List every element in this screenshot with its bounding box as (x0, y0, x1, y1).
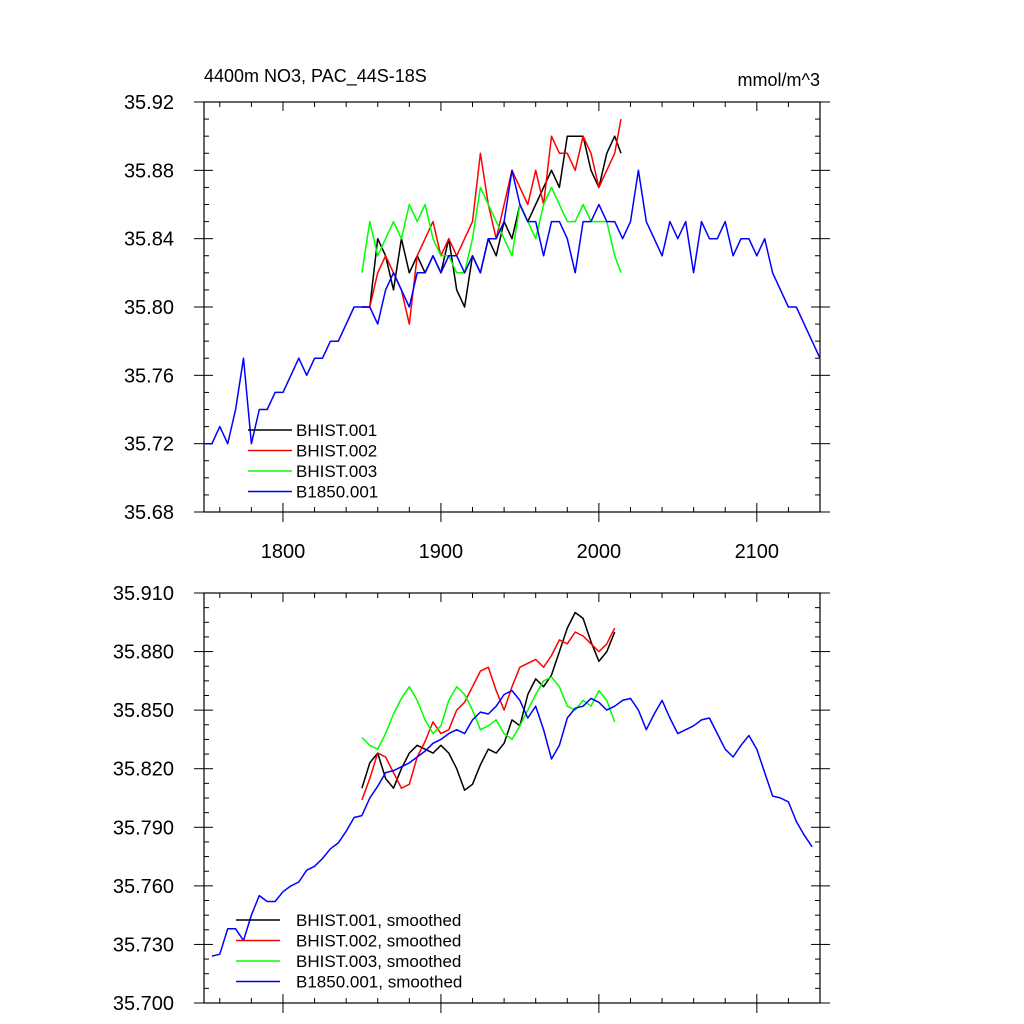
legend-label: B1850.001 (296, 483, 378, 502)
series-line-bhist-002-smoothed (361, 627, 616, 801)
series-line-b1850-001-smoothed (211, 689, 813, 957)
legend-label: BHIST.003, smoothed (296, 952, 461, 971)
series-line-bhist-001 (361, 135, 622, 308)
y-tick-label: 35.820 (113, 759, 174, 781)
legend-label: BHIST.002 (296, 442, 377, 461)
legend-label: BHIST.001, smoothed (296, 911, 461, 930)
y-tick-label: 35.850 (113, 700, 174, 722)
y-tick-label: 35.880 (113, 642, 174, 664)
y-tick-label: 35.88 (124, 160, 174, 182)
y-tick-label: 35.72 (124, 434, 174, 456)
x-tick-label: 2000 (577, 541, 622, 563)
top-chart: 1800 1900 2000 2100 35.68 35.72 35.76 35.80 35.8… (124, 92, 830, 563)
series-line-bhist-001-smoothed (361, 611, 616, 791)
legend-label: BHIST.003 (296, 462, 377, 481)
series-line-bhist-003-smoothed (361, 676, 616, 750)
y-tick-label: 35.84 (124, 229, 174, 251)
units-label: mmol/m^3 (738, 70, 820, 90)
y-tick-label: 35.910 (113, 583, 174, 605)
legend-label: BHIST.001 (296, 421, 377, 440)
legend-label: BHIST.002, smoothed (296, 932, 461, 951)
legend-label: B1850.001, smoothed (296, 973, 462, 992)
bottom-chart: 35.700 35.730 35.760 35.790 35.820 35.850 35.8… (113, 583, 830, 1015)
y-tick-label: 35.80 (124, 297, 174, 319)
x-tick-label: 2100 (735, 541, 780, 563)
y-tick-label: 35.700 (113, 993, 174, 1015)
y-tick-label: 35.76 (124, 365, 174, 387)
chart-title: 4400m NO3, PAC_44S-18S (204, 66, 427, 87)
y-tick-label: 35.92 (124, 92, 174, 114)
y-tick-label: 35.790 (113, 817, 174, 839)
x-tick-label: 1900 (419, 541, 464, 563)
y-tick-label: 35.730 (113, 934, 174, 956)
y-tick-label: 35.760 (113, 876, 174, 898)
x-tick-label: 1800 (261, 541, 306, 563)
y-tick-label: 35.68 (124, 502, 174, 524)
series-line-bhist-002 (361, 118, 622, 325)
series-line-b1850-001 (204, 169, 821, 445)
series-line-bhist-003 (361, 186, 622, 274)
